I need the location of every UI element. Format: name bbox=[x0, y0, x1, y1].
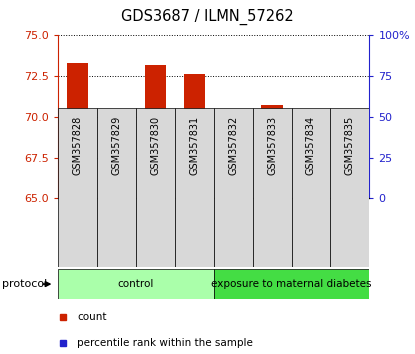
Text: protocol: protocol bbox=[2, 279, 47, 289]
Text: GDS3687 / ILMN_57262: GDS3687 / ILMN_57262 bbox=[121, 9, 294, 25]
Text: GSM357835: GSM357835 bbox=[345, 116, 355, 175]
Bar bbox=[214, 269, 369, 299]
Bar bbox=[291, 108, 330, 267]
Text: GSM357833: GSM357833 bbox=[267, 116, 277, 175]
Bar bbox=[261, 105, 283, 198]
Bar bbox=[330, 108, 369, 267]
Text: GSM357834: GSM357834 bbox=[306, 116, 316, 175]
Text: control: control bbox=[118, 279, 154, 289]
Bar bbox=[175, 108, 214, 267]
Text: count: count bbox=[77, 312, 107, 322]
Text: percentile rank within the sample: percentile rank within the sample bbox=[77, 338, 253, 348]
Bar bbox=[67, 63, 88, 198]
Text: GSM357829: GSM357829 bbox=[112, 116, 122, 175]
Text: GSM357830: GSM357830 bbox=[150, 116, 160, 175]
Bar bbox=[253, 108, 292, 267]
Bar bbox=[58, 269, 214, 299]
Bar bbox=[300, 143, 322, 198]
Bar bbox=[97, 108, 136, 267]
Bar bbox=[136, 108, 175, 267]
Text: GSM357832: GSM357832 bbox=[228, 116, 238, 175]
Bar bbox=[183, 74, 205, 198]
Bar bbox=[58, 108, 97, 267]
Bar bbox=[145, 65, 166, 198]
Bar bbox=[222, 114, 244, 198]
Text: exposure to maternal diabetes: exposure to maternal diabetes bbox=[211, 279, 372, 289]
Text: GSM357831: GSM357831 bbox=[189, 116, 199, 175]
Bar bbox=[106, 149, 127, 198]
Bar bbox=[214, 108, 253, 267]
Bar bbox=[339, 193, 361, 198]
Text: GSM357828: GSM357828 bbox=[73, 116, 83, 175]
